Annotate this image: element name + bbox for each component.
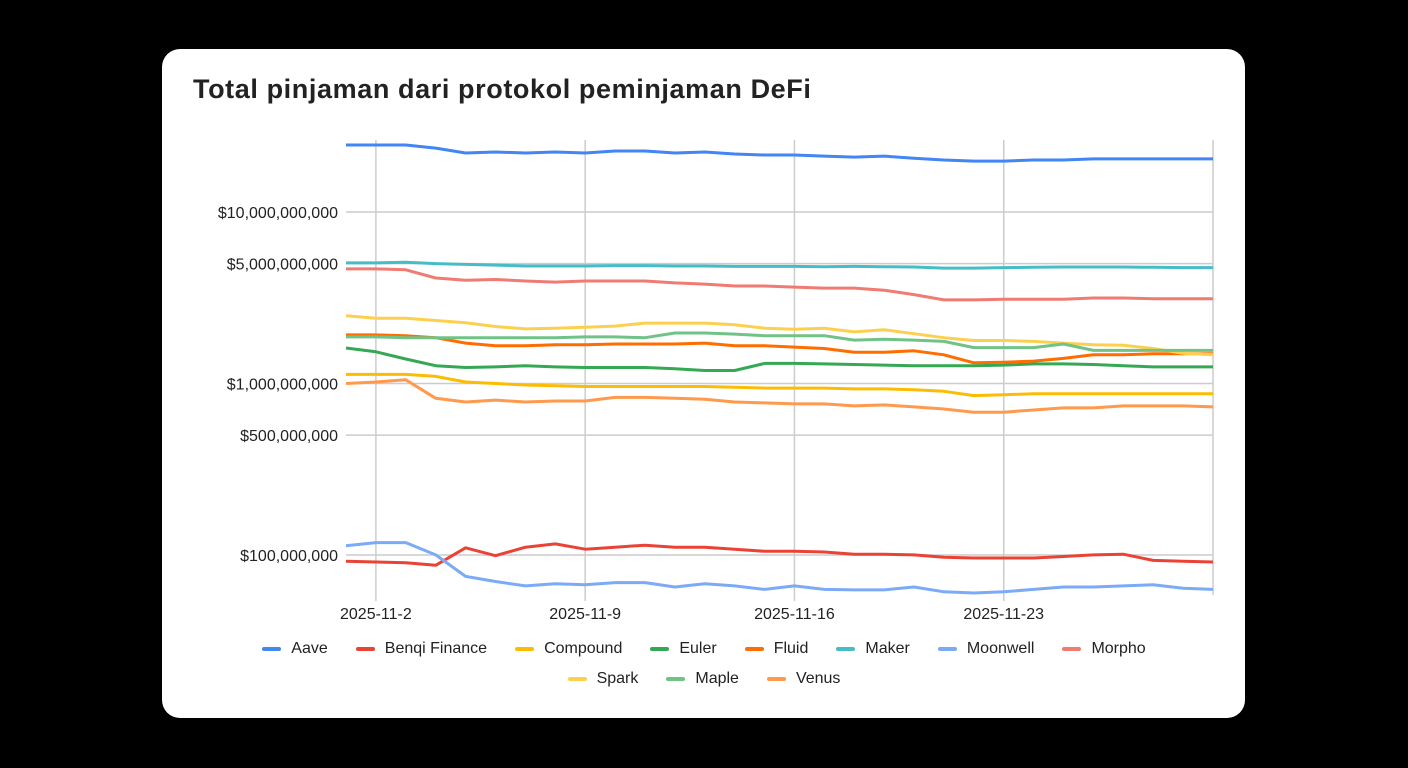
- legend-item-fluid[interactable]: Fluid: [744, 639, 809, 659]
- series-line-moonwell: [345, 541, 1214, 595]
- legend-swatch: [744, 647, 764, 651]
- chart-card: Total pinjaman dari protokol peminjaman …: [162, 49, 1245, 718]
- series-line-maple: [346, 331, 1213, 352]
- series-line-spark: [345, 314, 1214, 357]
- legend-item-benqi-finance[interactable]: Benqi Finance: [355, 639, 488, 659]
- legend-item-maple[interactable]: Maple: [666, 669, 739, 689]
- x-tick-label: 2025-11-9: [549, 606, 621, 623]
- legend-item-moonwell[interactable]: Moonwell: [937, 639, 1035, 659]
- legend-label: Moonwell: [966, 640, 1035, 657]
- line-chart: $100,000,000 $500,000,000 $1,000,000,000 $5…: [218, 140, 1214, 623]
- legend-item-aave[interactable]: Aave: [262, 639, 328, 659]
- legend-item-euler[interactable]: Euler: [650, 639, 717, 659]
- y-tick-label: $10,000,000,000: [218, 205, 338, 222]
- legend-swatch: [355, 647, 375, 651]
- series-line-euler: [345, 346, 1213, 372]
- series-line-maker: [346, 260, 1213, 270]
- x-tick-label: 2025-11-16: [754, 606, 835, 623]
- legend-label: Aave: [291, 640, 328, 657]
- legend-label: Maker: [865, 640, 910, 657]
- series-line-venus: [345, 378, 1214, 414]
- legend-item-morpho[interactable]: Morpho: [1062, 639, 1146, 659]
- chart-legend: Aave Benqi Finance Compound Euler Fluid Maker…: [224, 639, 1184, 689]
- legend-item-venus[interactable]: Venus: [766, 669, 841, 689]
- legend-swatch: [937, 647, 957, 651]
- legend-swatch: [836, 647, 856, 651]
- legend-swatch: [1062, 647, 1082, 651]
- legend-label: Fluid: [773, 640, 809, 657]
- series-line-morpho: [346, 267, 1213, 302]
- legend-label: Compound: [544, 640, 623, 657]
- legend-swatch: [515, 647, 535, 651]
- legend-item-maker[interactable]: Maker: [836, 639, 910, 659]
- legend-item-spark[interactable]: Spark: [567, 669, 639, 689]
- y-tick-label: $1,000,000,000: [227, 376, 338, 393]
- legend-swatch: [567, 677, 587, 681]
- x-tick-label: 2025-11-23: [963, 606, 1044, 623]
- legend-label: Maple: [695, 670, 739, 687]
- series-line-fluid: [346, 333, 1213, 365]
- series-line-benqi-finance: [345, 542, 1214, 567]
- x-tick-label: 2025-11-2: [340, 606, 412, 623]
- y-tick-label: $100,000,000: [240, 548, 338, 565]
- legend-label: Euler: [679, 640, 717, 657]
- y-tick-label: $5,000,000,000: [227, 257, 338, 274]
- legend-label: Morpho: [1091, 640, 1146, 657]
- chart-title: Total pinjaman dari protokol peminjaman …: [193, 74, 812, 104]
- legend-item-compound[interactable]: Compound: [515, 639, 622, 659]
- legend-swatch: [650, 647, 670, 651]
- legend-label: Venus: [795, 670, 841, 687]
- legend-swatch: [666, 677, 686, 681]
- legend-label: Spark: [596, 670, 639, 687]
- legend-swatch: [262, 647, 282, 651]
- legend-label: Benqi Finance: [384, 640, 488, 657]
- legend-swatch: [766, 677, 786, 681]
- series-line-aave: [346, 143, 1213, 163]
- series-line-compound: [346, 372, 1213, 398]
- y-tick-label: $500,000,000: [240, 428, 338, 445]
